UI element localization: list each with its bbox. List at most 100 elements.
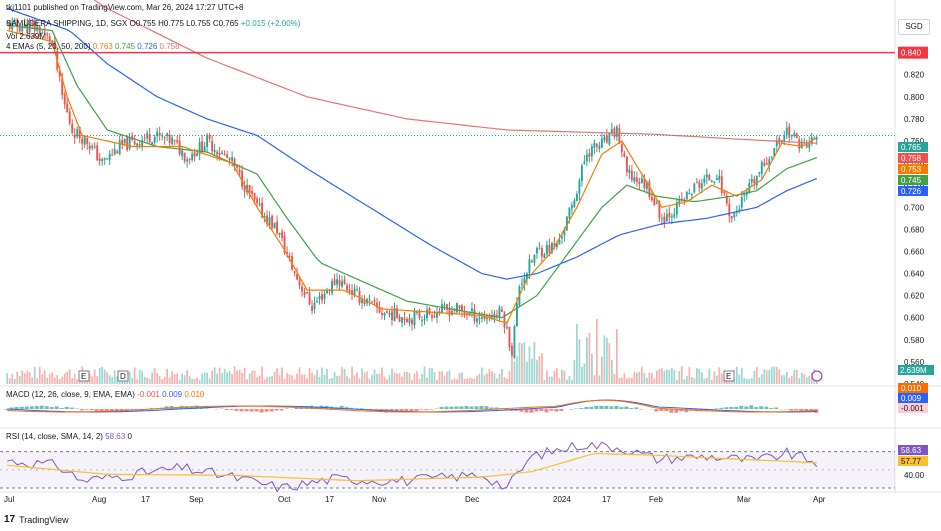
volume-bar [338, 375, 341, 384]
volume-bar [111, 376, 114, 384]
macd-histogram-bar [149, 407, 154, 409]
volume-bar [488, 369, 491, 384]
candle-body [738, 209, 741, 211]
candle-body [308, 292, 311, 305]
candle-body [93, 146, 96, 148]
macd-histogram-bar [659, 409, 664, 412]
rsi-ma-line [7, 452, 817, 482]
candle-body [421, 319, 423, 321]
volume-bar [168, 377, 171, 384]
candle-body [728, 204, 731, 217]
volume-bar [523, 342, 526, 384]
candle-body [575, 194, 578, 201]
volume-bar [71, 378, 74, 384]
macd-histogram-bar [529, 409, 534, 413]
volume-bar [625, 378, 628, 384]
candle-body [553, 243, 556, 248]
macd-histogram-bar [164, 406, 169, 409]
candle-body [368, 299, 371, 301]
candle-body [373, 300, 376, 302]
volume-bar [596, 319, 598, 384]
volume-bar [203, 372, 206, 384]
volume-bar [735, 366, 738, 384]
volume-bar [763, 369, 766, 384]
candle-body [530, 260, 533, 263]
volume-bar [643, 372, 646, 384]
candle-body [391, 311, 393, 321]
volume-bar [573, 359, 576, 384]
volume-bar [416, 371, 418, 384]
candle-body [68, 111, 71, 124]
candle-body [313, 302, 316, 310]
candle-body [436, 312, 438, 318]
volume-bar [615, 329, 618, 384]
candle-body [773, 148, 776, 157]
symbol-name[interactable]: SAMUDERA SHIPPING, 1D, SGX [6, 19, 128, 28]
ema50-value: 0.726 [137, 42, 158, 51]
candle-body [775, 140, 778, 147]
volume-bar [18, 376, 21, 384]
volume-bar [668, 369, 671, 384]
price-tick-label: 0.680 [904, 225, 925, 234]
candle-body [401, 317, 403, 323]
volume-bar [571, 379, 573, 384]
volume-legend[interactable]: Vol 2.639M [6, 32, 47, 41]
volume-bar [750, 378, 753, 384]
x-axis-label: Apr [813, 495, 826, 504]
candle-body [103, 158, 106, 160]
rsi-legend[interactable]: RSI (14, close, SMA, 14, 2) 58.63 0 [6, 432, 132, 441]
volume-bar [376, 373, 378, 384]
volume-bar [38, 366, 41, 384]
volume-bar [43, 370, 46, 384]
candle-body [343, 279, 346, 284]
volume-tag [898, 365, 934, 375]
volume-bar [211, 370, 213, 384]
price-tick-label: 0.780 [904, 115, 925, 124]
macd-legend[interactable]: MACD (12, 26, close, 9, EMA, EMA) -0.001… [6, 390, 204, 399]
candle-body [271, 215, 274, 228]
volume-bar [593, 375, 596, 384]
candle-body [555, 243, 558, 248]
candle-body [23, 23, 26, 29]
volume-bar [451, 379, 453, 384]
macd-histogram-bar [94, 409, 99, 412]
volume-bar [298, 367, 301, 384]
candle-body [16, 19, 19, 27]
candle-body [13, 19, 16, 22]
volume-bar [765, 370, 768, 384]
volume-bar [496, 378, 498, 384]
candle-body [398, 316, 401, 322]
volume-bar [253, 370, 256, 384]
macd-histogram-bar [794, 409, 799, 411]
candle-body [253, 193, 256, 200]
macd-histogram-bar [414, 409, 419, 412]
candle-body [758, 172, 761, 174]
macd-histogram-bar [484, 406, 489, 409]
currency-button[interactable]: SGD [898, 19, 930, 35]
volume-bar [186, 369, 189, 384]
macd-histogram-bar [789, 409, 794, 411]
candle-body [423, 319, 426, 321]
macd-histogram-bar [599, 405, 604, 409]
candle-body [508, 327, 511, 348]
volume-bar [426, 377, 428, 384]
candle-body [71, 123, 74, 133]
volume-bar [568, 375, 571, 384]
volume-bar [780, 375, 783, 384]
ema-legend[interactable]: 4 EMAs (5, 20, 50, 200) 0.763 0.745 0.72… [6, 42, 180, 51]
candle-body [528, 259, 531, 274]
volume-bar [13, 378, 16, 384]
price-tick-label: 0.560 [904, 358, 925, 367]
volume-bar [28, 372, 31, 384]
candle-body [670, 216, 673, 218]
candle-body [63, 94, 66, 105]
volume-bar [703, 378, 706, 384]
macd-histogram-bar [729, 406, 734, 409]
candle-body [590, 146, 593, 157]
volume-bar [281, 367, 283, 384]
candle-body [478, 318, 481, 320]
volume-bar [136, 379, 139, 384]
candle-body [486, 318, 488, 320]
volume-bar [768, 369, 771, 384]
volume-bar [773, 366, 776, 384]
